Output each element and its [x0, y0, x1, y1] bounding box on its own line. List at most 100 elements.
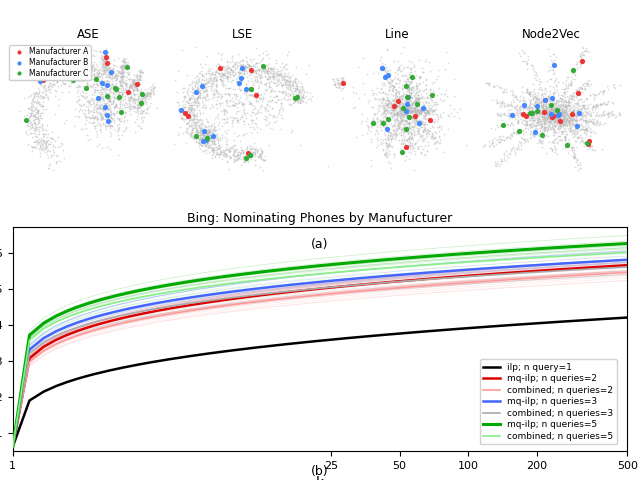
Point — [568, 108, 579, 115]
Point — [88, 106, 98, 114]
Point — [528, 80, 538, 88]
Point — [577, 49, 587, 57]
Point — [132, 79, 143, 86]
Point — [500, 134, 511, 142]
Point — [390, 101, 401, 109]
Point — [528, 105, 538, 112]
Point — [377, 64, 387, 72]
Point — [99, 61, 109, 69]
Point — [102, 102, 113, 109]
Point — [389, 150, 399, 157]
Point — [403, 105, 413, 113]
Point — [116, 97, 126, 105]
Point — [266, 97, 276, 105]
Point — [28, 132, 38, 140]
Point — [409, 93, 419, 100]
Point — [415, 106, 426, 114]
Point — [568, 111, 578, 119]
Point — [481, 79, 491, 87]
Point — [113, 126, 123, 134]
Point — [409, 118, 419, 125]
Point — [84, 74, 95, 82]
Point — [406, 108, 416, 116]
Point — [135, 67, 145, 74]
Point — [36, 93, 47, 100]
Point — [259, 80, 269, 88]
Point — [242, 149, 252, 156]
Point — [395, 113, 405, 120]
Point — [125, 83, 136, 91]
Point — [558, 98, 568, 106]
Point — [383, 140, 394, 148]
Point — [262, 67, 273, 75]
Point — [524, 88, 534, 96]
Point — [100, 88, 111, 96]
Point — [547, 95, 557, 102]
Point — [88, 112, 98, 120]
Point — [584, 137, 594, 145]
Point — [92, 74, 102, 82]
Point — [134, 98, 144, 106]
Point — [497, 99, 508, 107]
Point — [55, 54, 65, 62]
Point — [424, 99, 434, 107]
Point — [261, 86, 271, 94]
Point — [568, 106, 579, 114]
Point — [208, 145, 218, 153]
Point — [584, 142, 595, 149]
Point — [28, 112, 38, 120]
Point — [129, 83, 139, 91]
Point — [214, 72, 225, 79]
Point — [526, 96, 536, 104]
Point — [535, 109, 545, 117]
Point — [392, 71, 402, 78]
Point — [401, 111, 411, 119]
Point — [557, 109, 568, 117]
Point — [112, 74, 122, 82]
Point — [573, 134, 583, 142]
Point — [399, 113, 409, 120]
Point — [261, 79, 271, 86]
Point — [386, 165, 396, 172]
Point — [542, 128, 552, 135]
Point — [77, 70, 87, 78]
Point — [368, 117, 378, 124]
Point — [125, 81, 136, 89]
Point — [81, 58, 91, 66]
Point — [539, 114, 549, 121]
Point — [382, 94, 392, 101]
Point — [60, 69, 70, 76]
Point — [210, 123, 220, 131]
Point — [500, 89, 511, 96]
Point — [431, 111, 442, 119]
Point — [550, 107, 561, 115]
Point — [546, 101, 556, 108]
Point — [412, 98, 422, 106]
Point — [226, 66, 236, 74]
Point — [95, 79, 106, 86]
Point — [392, 111, 402, 119]
Point — [402, 109, 412, 117]
Point — [366, 156, 376, 164]
Point — [234, 150, 244, 158]
Point — [424, 110, 434, 118]
Point — [198, 103, 208, 111]
Point — [134, 99, 144, 107]
Point — [548, 91, 559, 98]
Point — [201, 138, 211, 145]
Point — [133, 96, 143, 104]
Point — [579, 47, 589, 54]
Point — [572, 128, 582, 135]
Point — [44, 79, 54, 86]
Point — [388, 104, 399, 112]
Point — [49, 143, 60, 150]
Point — [502, 120, 512, 128]
Point — [545, 114, 556, 121]
Point — [81, 72, 91, 80]
Point — [111, 85, 121, 93]
Point — [388, 126, 399, 134]
Point — [92, 107, 102, 115]
Point — [215, 66, 225, 73]
Point — [213, 64, 223, 72]
Point — [558, 118, 568, 125]
